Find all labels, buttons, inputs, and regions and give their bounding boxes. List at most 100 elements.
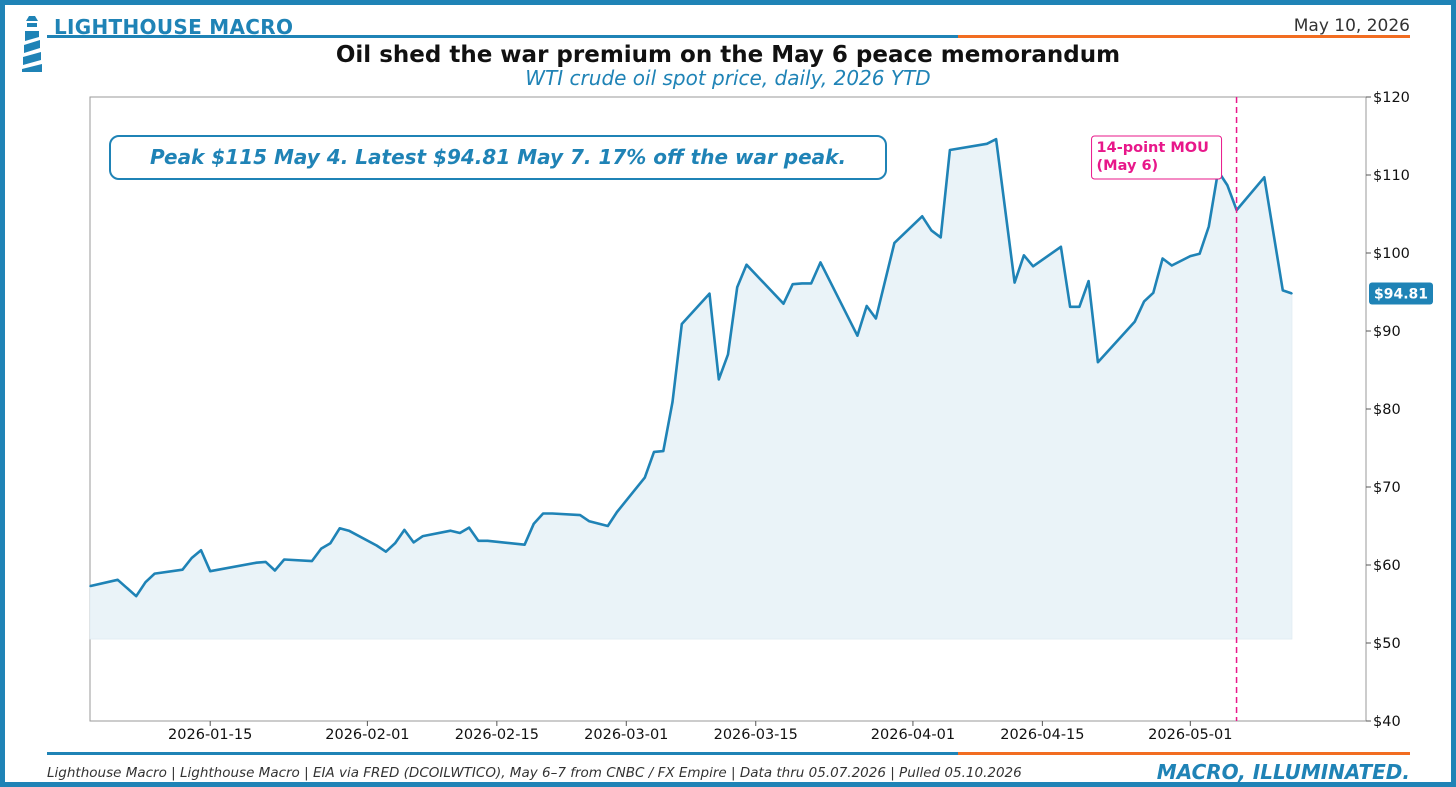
- y-tick-label: $50: [1373, 636, 1401, 652]
- data-point: [616, 511, 618, 513]
- data-point: [533, 522, 535, 525]
- data-point: [551, 512, 554, 515]
- data-point: [745, 263, 748, 266]
- data-point: [1208, 225, 1210, 228]
- data-point: [255, 561, 258, 564]
- data-point: [394, 542, 396, 544]
- price-line: [89, 137, 1293, 598]
- data-point: [1078, 306, 1081, 308]
- latest-value-label: $94.81: [1374, 286, 1428, 302]
- annotation-text: Peak $115 May 4. Latest $94.81 May 7. 17…: [150, 145, 846, 169]
- data-point: [375, 544, 378, 547]
- annotation-box: [109, 135, 887, 180]
- data-point: [662, 450, 665, 452]
- y-tick-label: $40: [1373, 714, 1401, 730]
- data-point: [653, 451, 655, 453]
- data-point: [274, 569, 276, 572]
- data-point: [986, 143, 988, 145]
- data-point: [200, 549, 202, 551]
- data-point: [791, 283, 794, 286]
- data-point: [477, 540, 480, 542]
- mou-label-line1: 14-point MOU: [1097, 140, 1209, 156]
- data-point: [1023, 254, 1025, 257]
- data-point: [135, 595, 137, 597]
- data-point: [329, 542, 332, 544]
- data-point: [718, 378, 720, 381]
- data-point: [264, 561, 267, 563]
- data-point: [856, 334, 859, 337]
- x-tick-label: 2026-04-15: [1000, 727, 1084, 743]
- x-tick-label: 2026-05-01: [1148, 727, 1232, 743]
- data-point: [468, 526, 470, 529]
- data-point: [486, 540, 489, 542]
- x-tick-label: 2026-02-15: [455, 727, 539, 743]
- x-tick-label: 2026-01-15: [168, 727, 252, 743]
- data-point: [930, 229, 933, 232]
- data-point: [1097, 361, 1099, 364]
- y-tick-label: $100: [1373, 246, 1410, 262]
- data-point: [412, 541, 415, 544]
- latest-value-badge: [1369, 282, 1433, 305]
- data-point: [1291, 292, 1293, 295]
- y-tick-label: $70: [1373, 480, 1401, 496]
- x-tick-label: 2026-03-15: [714, 727, 798, 743]
- chart-subtitle: WTI crude oil spot price, daily, 2026 YT…: [525, 66, 931, 90]
- data-point: [588, 520, 591, 523]
- y-tick-label: $80: [1373, 402, 1401, 418]
- data-point: [893, 242, 896, 244]
- data-point: [921, 215, 923, 218]
- data-point: [320, 547, 323, 550]
- report-date: May 10, 2026: [1293, 16, 1410, 36]
- data-point: [995, 138, 997, 140]
- data-point: [1189, 255, 1192, 257]
- data-point: [727, 353, 729, 356]
- data-point: [801, 282, 803, 285]
- data-point: [89, 585, 91, 587]
- y-tick-label: $60: [1373, 558, 1401, 574]
- data-point: [190, 557, 193, 559]
- data-point: [671, 401, 674, 403]
- data-point: [708, 292, 711, 295]
- data-point: [1263, 176, 1266, 179]
- data-point: [144, 581, 147, 583]
- data-point: [810, 282, 812, 285]
- data-point: [153, 572, 156, 575]
- data-point: [1060, 246, 1062, 248]
- data-point: [311, 560, 313, 562]
- data-point: [875, 317, 877, 320]
- lighthouse-logo-icon: [22, 16, 42, 72]
- data-point: [116, 579, 119, 581]
- data-point: [681, 323, 683, 325]
- header-rule-blue: [47, 35, 958, 38]
- data-point: [1198, 253, 1201, 255]
- data-point: [1171, 264, 1173, 267]
- data-point: [283, 558, 286, 561]
- mou-label-line2: (May 6): [1097, 158, 1159, 174]
- data-point: [348, 529, 350, 532]
- data-point: [1282, 289, 1284, 292]
- data-point: [449, 529, 452, 532]
- data-point: [422, 535, 424, 537]
- x-tick-label: 2026-02-01: [325, 727, 409, 743]
- footer-tagline: MACRO, ILLUMINATED.: [1156, 760, 1410, 784]
- data-point: [819, 261, 822, 264]
- footer-source: Lighthouse Macro | Lighthouse Macro | EI…: [47, 765, 1022, 781]
- footer-rule-blue: [47, 752, 958, 755]
- data-point: [949, 149, 951, 151]
- y-tick-label: $90: [1373, 324, 1401, 340]
- data-point: [644, 476, 646, 479]
- data-point: [385, 550, 387, 553]
- data-point: [1032, 265, 1034, 268]
- y-tick-label: $120: [1373, 90, 1410, 106]
- data-point: [782, 302, 785, 305]
- x-tick-label: 2026-04-01: [871, 727, 955, 743]
- data-point: [1134, 320, 1136, 323]
- data-point: [1226, 184, 1229, 186]
- data-point: [209, 570, 211, 572]
- data-point: [181, 568, 184, 571]
- data-point: [1152, 292, 1155, 294]
- data-point: [1087, 280, 1090, 282]
- data-point: [403, 529, 406, 531]
